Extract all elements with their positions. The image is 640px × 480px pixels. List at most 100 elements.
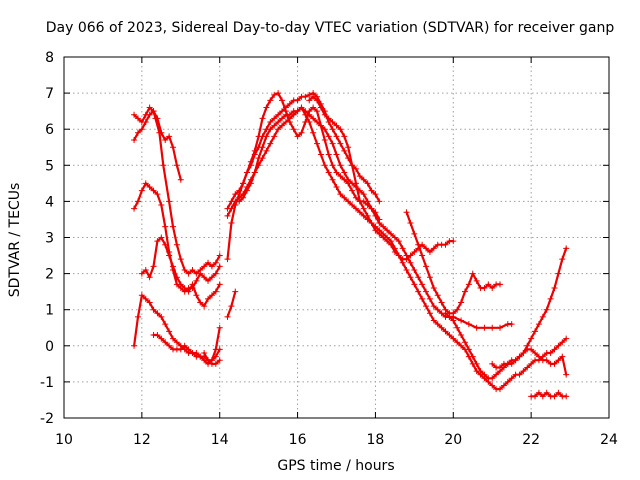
data-point [333, 183, 340, 190]
data-point [539, 393, 546, 400]
data-point [228, 220, 235, 227]
series-s17 [528, 389, 570, 400]
data-point [415, 274, 422, 281]
data-point [154, 238, 161, 245]
data-point [368, 187, 375, 194]
data-point [337, 191, 344, 198]
data-point [251, 151, 258, 158]
data-point [271, 91, 278, 98]
data-point [446, 331, 453, 338]
data-point [465, 321, 472, 328]
series-layer [131, 90, 570, 400]
data-point [247, 162, 254, 169]
data-point [131, 111, 138, 118]
data-point [267, 126, 274, 133]
data-point [236, 187, 243, 194]
data-point [263, 133, 270, 140]
y-tick-label: 0 [45, 339, 54, 355]
series-line [444, 247, 568, 380]
data-point [212, 288, 219, 295]
data-point [465, 281, 472, 288]
data-point [170, 144, 176, 151]
data-point [286, 111, 293, 118]
data-point [458, 331, 465, 338]
x-axis-label: GPS time / hours [277, 458, 394, 474]
data-point [450, 317, 457, 324]
y-tick-label: 8 [45, 50, 54, 66]
data-point [465, 346, 472, 353]
data-point [185, 346, 192, 353]
data-point [321, 111, 328, 118]
data-point [212, 259, 219, 266]
data-point [302, 111, 309, 118]
data-point [563, 393, 570, 400]
data-point [208, 292, 215, 299]
data-point [356, 173, 363, 180]
data-point [162, 137, 169, 144]
y-tick-label: 6 [45, 122, 54, 138]
data-point [430, 303, 437, 310]
data-point [306, 118, 313, 125]
data-point [154, 310, 161, 317]
x-tick-label: 14 [211, 432, 229, 448]
data-point [224, 256, 231, 263]
data-point [454, 306, 461, 313]
data-point [337, 140, 344, 147]
data-point [146, 111, 153, 118]
data-point [173, 339, 180, 346]
data-point [329, 126, 336, 133]
y-tick-label: -1 [40, 375, 54, 391]
series-s15 [442, 245, 570, 382]
data-point [497, 364, 503, 371]
data-point [152, 115, 159, 122]
data-point [329, 118, 336, 125]
data-point [559, 339, 566, 346]
data-point [419, 295, 426, 302]
data-point [134, 115, 141, 122]
data-point [310, 104, 317, 111]
data-point [434, 292, 441, 299]
data-point [423, 288, 430, 295]
data-point [197, 270, 204, 277]
data-point [473, 324, 480, 331]
data-point [181, 266, 188, 273]
data-point [208, 357, 215, 364]
data-point [547, 295, 554, 302]
data-point [279, 97, 285, 104]
data-point [224, 313, 231, 320]
data-point [430, 285, 437, 292]
data-point [193, 277, 200, 284]
data-point [516, 353, 523, 360]
data-point [189, 281, 196, 288]
y-tick-label: 3 [45, 231, 54, 247]
data-point [508, 321, 515, 328]
data-point [458, 342, 465, 349]
data-point [497, 386, 503, 393]
data-point [489, 324, 496, 331]
data-point [267, 118, 274, 125]
data-point [282, 118, 289, 125]
data-point [131, 205, 138, 212]
data-point [380, 223, 387, 230]
data-point [166, 198, 173, 205]
data-point [310, 115, 317, 122]
data-point [352, 180, 359, 187]
data-point [150, 187, 157, 194]
series-s12 [236, 104, 570, 393]
data-point [469, 353, 476, 360]
data-point [216, 281, 223, 288]
data-point [173, 274, 180, 281]
data-point [563, 335, 570, 342]
data-point [158, 335, 165, 342]
data-point [380, 234, 387, 241]
data-point [201, 303, 208, 310]
data-point [271, 133, 278, 140]
data-point [423, 245, 430, 252]
data-point [407, 259, 414, 266]
data-point [528, 346, 535, 353]
data-point [232, 191, 239, 198]
data-point [345, 176, 352, 183]
data-point [170, 263, 176, 270]
data-point [142, 266, 149, 273]
data-point [267, 97, 274, 104]
